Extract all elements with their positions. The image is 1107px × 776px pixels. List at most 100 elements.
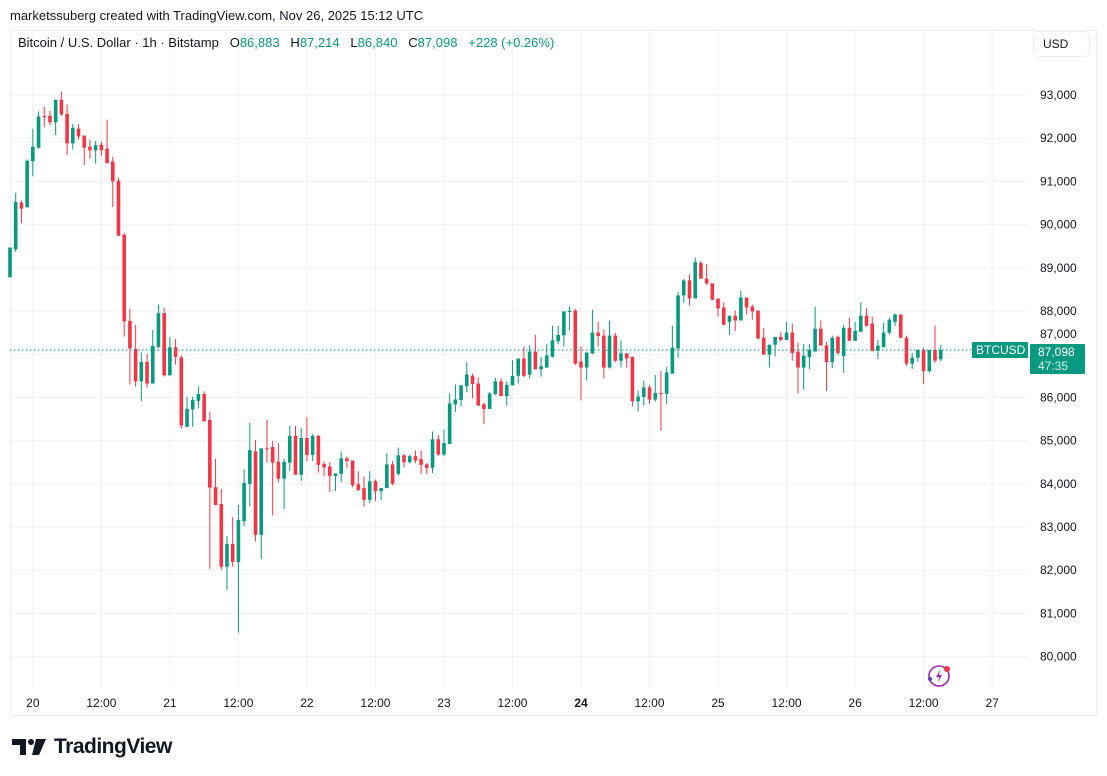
- candle-body: [813, 328, 817, 352]
- candle-body: [196, 393, 201, 401]
- symbol-description[interactable]: Bitcoin / U.S. Dollar · 1h · Bitstamp: [18, 35, 219, 50]
- candle-body: [476, 383, 481, 406]
- candle-up: [504, 381, 509, 406]
- close-value: 87,098: [417, 35, 458, 50]
- candle-down: [596, 321, 600, 347]
- candle-body: [430, 439, 435, 468]
- candle-body: [413, 456, 418, 461]
- candle-body: [779, 336, 783, 340]
- candle-body: [350, 460, 355, 486]
- currency-button[interactable]: USD: [1033, 31, 1090, 57]
- candle-body: [25, 160, 29, 208]
- candle-body: [522, 358, 526, 376]
- candle-up: [299, 428, 304, 481]
- candle-body: [921, 349, 926, 372]
- tradingview-logo[interactable]: TradingView: [12, 735, 172, 759]
- candle-up: [447, 393, 452, 445]
- candle-up: [465, 362, 469, 393]
- candle-body: [287, 435, 292, 463]
- tradingview-logo-icon: [12, 739, 46, 755]
- candle-up: [442, 429, 446, 457]
- time-tick-label: 12:00: [635, 696, 665, 710]
- candle-down: [824, 341, 829, 391]
- candle-body: [584, 352, 589, 368]
- candle-down: [133, 324, 138, 387]
- last-price-label: 87,098: [1038, 345, 1075, 359]
- candle-up: [653, 374, 658, 402]
- candle-body: [453, 399, 458, 405]
- candle-body: [265, 448, 269, 450]
- candle-body: [647, 387, 652, 400]
- candle-down: [710, 283, 715, 300]
- close-label: C: [408, 35, 418, 50]
- candle-body: [362, 488, 366, 500]
- candle-body: [105, 148, 109, 164]
- candle-body: [790, 332, 795, 353]
- brand-name: TradingView: [54, 735, 172, 758]
- candle-up: [185, 396, 189, 427]
- candle-body: [219, 504, 224, 567]
- candle-up: [453, 384, 458, 413]
- candle-down: [219, 488, 224, 570]
- price-tick-label: 80,000: [1040, 650, 1077, 664]
- candle-body: [539, 366, 543, 370]
- candle-up: [830, 335, 835, 369]
- candle-body: [796, 351, 800, 368]
- candle-body: [801, 355, 806, 368]
- candle-body: [36, 116, 41, 148]
- candle-down: [733, 310, 737, 331]
- candle-up: [527, 345, 532, 379]
- candle-body: [893, 314, 897, 322]
- candle-down: [362, 476, 366, 507]
- candle-body: [767, 344, 772, 355]
- candle-down: [65, 104, 69, 156]
- candle-down: [659, 371, 663, 431]
- candle-body: [385, 464, 389, 489]
- candle-down: [88, 139, 92, 159]
- candle-down: [761, 327, 766, 355]
- candle-up: [556, 325, 560, 345]
- candle-body: [527, 351, 532, 375]
- candle-body: [396, 455, 401, 474]
- candle-body: [670, 347, 675, 374]
- price-tick-label: 84,000: [1040, 477, 1077, 491]
- candle-down: [870, 316, 875, 352]
- candle-body: [853, 330, 857, 341]
- candle-up: [196, 386, 201, 409]
- candle-body: [470, 375, 475, 385]
- candle-down: [19, 200, 24, 224]
- candle-body: [750, 306, 755, 312]
- candle-body: [847, 327, 852, 341]
- candle-up: [242, 469, 246, 527]
- candle-body: [93, 145, 98, 151]
- candle-up: [31, 128, 35, 177]
- price-tick-label: 93,000: [1040, 88, 1077, 102]
- candle-down: [356, 471, 361, 492]
- candle-body: [13, 202, 18, 250]
- candle-body: [659, 393, 663, 395]
- candle-body: [493, 381, 498, 394]
- candle-down: [796, 342, 800, 394]
- candle-up: [807, 343, 812, 369]
- grid: [11, 31, 1028, 688]
- candle-body: [230, 543, 235, 562]
- candle-down: [744, 297, 749, 315]
- candle-body: [544, 355, 549, 368]
- lightning-alert-icon[interactable]: [928, 665, 950, 687]
- high-value: 87,214: [299, 35, 340, 50]
- candle-down: [202, 391, 206, 423]
- candle-body: [76, 128, 81, 137]
- chart-credit: marketssuberg created with TradingView.c…: [10, 8, 424, 23]
- candle-body: [356, 484, 361, 490]
- candle-body: [630, 356, 635, 402]
- candle-up: [25, 159, 29, 208]
- candle-down: [48, 110, 52, 126]
- candle-up: [379, 488, 383, 501]
- candle-up: [282, 458, 286, 509]
- candle-body: [550, 340, 555, 357]
- candle-up: [739, 290, 743, 321]
- candle-body: [225, 543, 229, 567]
- chart-frame: [10, 30, 1097, 716]
- candle-body: [190, 399, 195, 410]
